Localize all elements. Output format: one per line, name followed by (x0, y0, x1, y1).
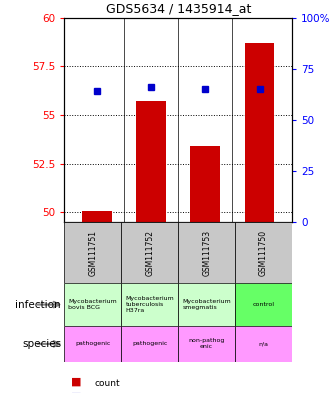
Bar (121, 283, 178, 326)
Bar (64, 222, 121, 283)
Text: Mycobacterium
bovis BCG: Mycobacterium bovis BCG (68, 299, 117, 310)
Bar (121, 222, 178, 283)
Bar (82, 211, 112, 222)
Text: GSM111753: GSM111753 (202, 230, 211, 275)
Text: species: species (22, 339, 61, 349)
Text: GSM111752: GSM111752 (145, 230, 154, 275)
Bar (235, 283, 292, 326)
Text: Mycobacterium
smegmatis: Mycobacterium smegmatis (182, 299, 231, 310)
Bar (235, 326, 292, 362)
Bar (178, 326, 235, 362)
Text: GSM111750: GSM111750 (259, 230, 268, 275)
Text: control: control (252, 302, 275, 307)
Bar (235, 222, 292, 283)
Bar (190, 146, 220, 222)
Bar (136, 101, 166, 222)
Bar (121, 326, 178, 362)
Text: ■: ■ (71, 392, 82, 393)
Bar (245, 43, 275, 222)
Bar (178, 283, 235, 326)
Bar (64, 283, 121, 326)
Text: infection: infection (16, 299, 61, 310)
Title: GDS5634 / 1435914_at: GDS5634 / 1435914_at (106, 2, 251, 15)
Text: Mycobacterium
tuberculosis
H37ra: Mycobacterium tuberculosis H37ra (125, 296, 174, 313)
Text: GSM111751: GSM111751 (88, 230, 97, 275)
Text: count: count (94, 379, 120, 387)
Bar (64, 326, 121, 362)
Text: ■: ■ (71, 376, 82, 386)
Text: non-pathog
enic: non-pathog enic (188, 338, 225, 349)
Text: n/a: n/a (259, 342, 269, 346)
Bar (178, 222, 235, 283)
Text: pathogenic: pathogenic (75, 342, 111, 346)
Text: pathogenic: pathogenic (132, 342, 167, 346)
